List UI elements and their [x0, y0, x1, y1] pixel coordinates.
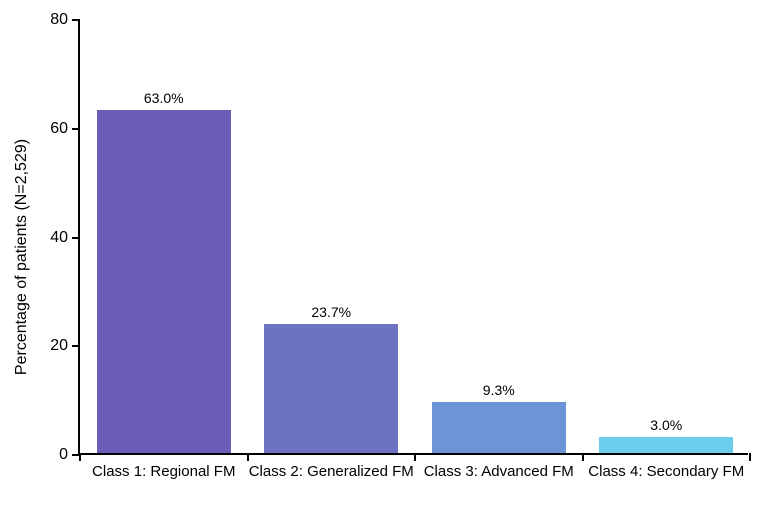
- bar: 9.3%: [432, 402, 566, 453]
- x-tick: [749, 453, 751, 461]
- bar-value-label: 23.7%: [311, 304, 351, 320]
- bar: 3.0%: [599, 437, 733, 453]
- y-tick-label: 40: [50, 229, 68, 247]
- y-axis-label-container: Percentage of patients (N=2,529): [12, 0, 32, 513]
- y-tick-label: 0: [59, 446, 68, 464]
- y-axis-label: Percentage of patients (N=2,529): [13, 138, 31, 374]
- bar: 63.0%: [97, 110, 231, 453]
- bar-value-label: 9.3%: [483, 382, 515, 398]
- y-tick-label: 80: [50, 11, 68, 29]
- y-tick-label: 60: [50, 120, 68, 138]
- x-tick: [79, 453, 81, 461]
- bar-value-label: 63.0%: [144, 90, 184, 106]
- x-tick-label: Class 1: Regional FM: [92, 463, 235, 480]
- y-tick-label: 20: [50, 337, 68, 355]
- x-tick-label: Class 2: Generalized FM: [249, 463, 414, 480]
- x-tick-label: Class 3: Advanced FM: [424, 463, 574, 480]
- x-tick-label: Class 4: Secondary FM: [588, 463, 744, 480]
- y-tick: [72, 237, 80, 239]
- x-tick: [247, 453, 249, 461]
- fm-class-bar-chart: Percentage of patients (N=2,529) 0204060…: [0, 0, 777, 513]
- x-tick: [414, 453, 416, 461]
- bar-value-label: 3.0%: [650, 417, 682, 433]
- x-tick: [582, 453, 584, 461]
- y-tick: [72, 345, 80, 347]
- y-tick: [72, 19, 80, 21]
- y-tick: [72, 128, 80, 130]
- plot-area: 02040608063.0%Class 1: Regional FM23.7%C…: [78, 20, 748, 455]
- bar: 23.7%: [264, 324, 398, 453]
